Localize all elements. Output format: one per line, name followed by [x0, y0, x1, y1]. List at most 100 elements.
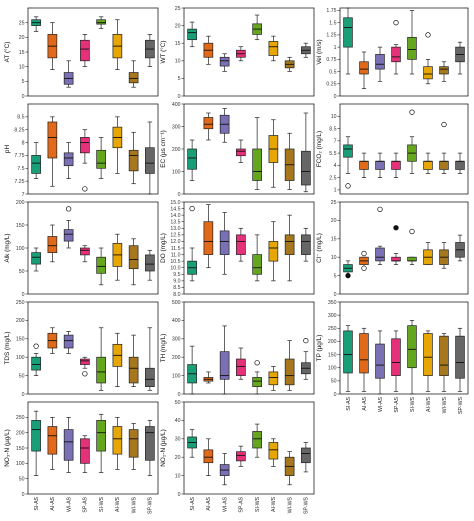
box-iqr: [112, 426, 123, 455]
box-iqr: [80, 247, 90, 256]
box-iqr: [219, 230, 230, 255]
y-axis-label: TDS (mg/L): [4, 331, 11, 364]
y-tick-label: 11.5: [171, 246, 181, 252]
y-tick-label: 0: [22, 492, 25, 498]
box-4: [236, 46, 246, 62]
plot-frame: [339, 7, 469, 97]
y-tick-label: 10: [19, 64, 25, 70]
outlier-point: [345, 183, 351, 189]
box-iqr: [375, 247, 385, 262]
box-5: [252, 423, 262, 458]
y-tick-label: 20: [19, 35, 25, 41]
outlier-point: [345, 272, 351, 279]
box-iqr: [203, 449, 214, 464]
x-category-label: WI-WS: [287, 496, 293, 513]
outlier-point: [409, 228, 415, 235]
box-3: [63, 331, 74, 354]
y-axis-label: FCO₂ (mg/L): [316, 131, 323, 167]
box-2: [203, 204, 214, 269]
box-1: [187, 247, 197, 282]
plot-frame: [339, 301, 469, 395]
y-axis-label: EC (µs cm⁻¹): [160, 130, 167, 168]
y-tick-label: 13.5: [170, 220, 180, 226]
y-tick-label: 0: [22, 94, 25, 100]
y-tick-label: 200: [172, 355, 181, 361]
y-tick-label: 9.5: [173, 272, 180, 278]
box-iqr: [252, 431, 262, 449]
box-6: [423, 242, 433, 265]
y-tick-label: 50: [331, 379, 337, 385]
box-2: [47, 22, 58, 70]
y-tick-label: 10: [175, 473, 181, 479]
outlier-point: [409, 109, 415, 115]
y-tick-label: 0: [334, 94, 337, 100]
panel-3: 0 0.25 0.5 0.75 1 1.25 1.5 1.75 Vel (m/s): [316, 7, 469, 100]
y-tick-label: 7.5: [17, 166, 24, 172]
box-7: [439, 61, 449, 82]
y-tick-label: 200: [16, 318, 25, 324]
box-4: [236, 227, 246, 262]
y-tick-label: 40: [175, 418, 181, 424]
y-axis-label: DO (mg/L): [160, 233, 167, 263]
y-tick-label: 150: [16, 446, 25, 452]
box-iqr: [145, 426, 155, 461]
box-3: [63, 416, 74, 473]
y-tick-label: 25: [331, 200, 337, 206]
panel-4: 7 7.25 7.5 7.75 8 8.25 8.5 pH: [4, 103, 159, 198]
box-3: [219, 53, 230, 72]
box-1: [31, 142, 41, 179]
box-3: [63, 60, 74, 88]
box-1: [187, 429, 197, 458]
box-iqr: [343, 17, 353, 48]
x-category-label: SI-WS: [410, 396, 416, 412]
outlier-point: [254, 360, 260, 366]
y-tick-label: 10.5: [170, 259, 180, 265]
box-iqr: [128, 429, 139, 458]
box-2: [47, 416, 58, 470]
y-tick-label: 10: [331, 114, 337, 120]
box-3: [219, 212, 230, 275]
x-category-label: AI-AS: [206, 496, 212, 510]
box-iqr: [80, 438, 90, 464]
box-3: [375, 152, 385, 178]
box-6: [268, 119, 279, 188]
box-4: [391, 152, 401, 178]
box-4: [391, 253, 401, 265]
plot-frame: [27, 7, 159, 97]
box-8: [455, 152, 465, 174]
outlier-point: [189, 205, 195, 212]
box-iqr: [63, 334, 74, 349]
plot-frame: [27, 401, 159, 495]
box-iqr: [80, 137, 90, 154]
x-category-label: AI-AS: [362, 396, 368, 410]
plot-frame: [183, 301, 315, 395]
box-8: [145, 327, 155, 391]
box-6: [423, 58, 433, 85]
y-tick-label: 2.5: [329, 175, 336, 181]
box-iqr: [301, 234, 311, 255]
y-tick-label: 30: [175, 437, 181, 443]
y-tick-label: 11.0: [171, 252, 181, 258]
box-iqr: [252, 148, 262, 181]
box-3: [375, 46, 385, 82]
y-tick-label: 8.5: [329, 126, 336, 132]
box-5: [96, 327, 106, 391]
box-iqr: [47, 426, 58, 455]
x-category-label: SP-AS: [239, 496, 245, 512]
box-iqr: [236, 451, 246, 462]
x-category-label: SI-WS: [255, 496, 261, 512]
box-2: [47, 327, 58, 354]
box-iqr: [268, 371, 279, 386]
box-4: [391, 330, 401, 392]
box-4: [236, 445, 246, 467]
y-axis-label: pH: [4, 145, 11, 154]
y-tick-label: 4: [334, 163, 337, 169]
y-axis-label: NO₃-N (µg/L): [4, 429, 11, 467]
box-iqr: [423, 66, 433, 80]
x-category-label: AI-WS: [115, 496, 121, 512]
box-8: [145, 420, 155, 476]
box-3: [219, 108, 230, 143]
box-iqr: [268, 442, 279, 460]
box-iqr: [301, 447, 311, 464]
